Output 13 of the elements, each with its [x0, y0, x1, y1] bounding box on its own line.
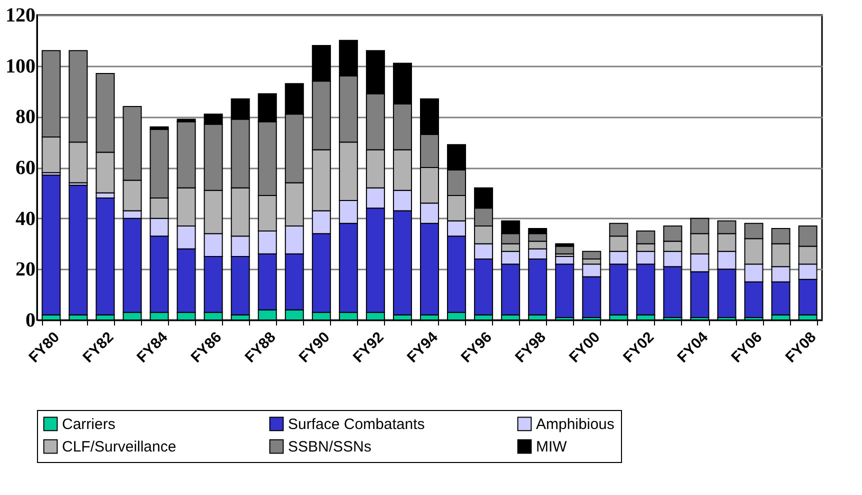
y-tick-label: 80	[16, 106, 36, 128]
y-tick-label: 20	[16, 258, 36, 281]
legend-label: Surface Combatants	[288, 416, 425, 433]
legend-label: MIW	[536, 438, 568, 456]
y-tick-label: 100	[6, 55, 36, 78]
legend-label: Carriers	[62, 416, 116, 433]
legend-label: SSBN/SSNs	[288, 438, 372, 456]
y-tick-label: 120	[6, 4, 36, 26]
y-tick-label: 40	[16, 208, 36, 230]
legend-label: Amphibious	[536, 416, 614, 433]
y-tick-label: 0	[26, 310, 36, 332]
y-tick-label: 60	[16, 157, 36, 179]
legend-label: CLF/Surveillance	[62, 438, 176, 456]
